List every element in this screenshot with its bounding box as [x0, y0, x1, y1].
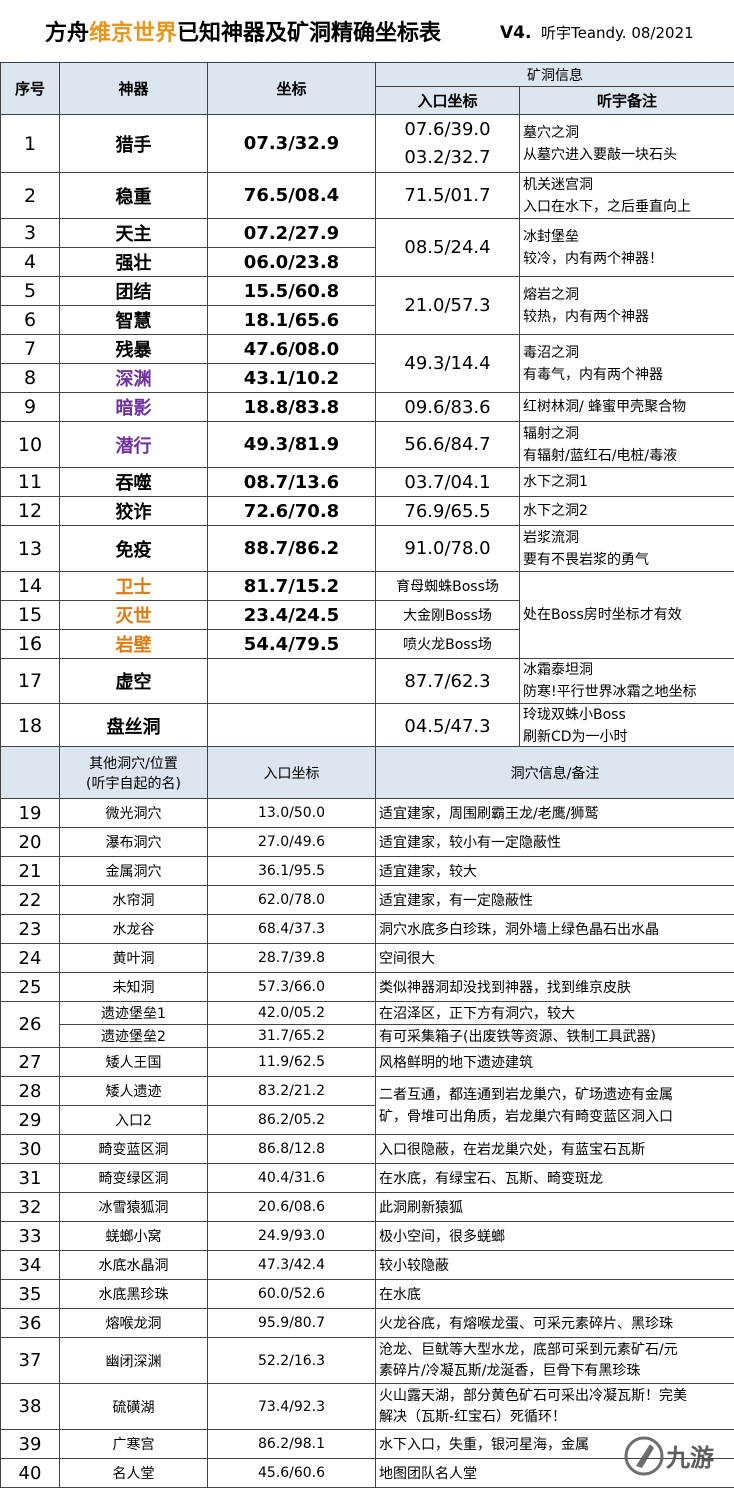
- header-idx: 序号: [1, 63, 60, 115]
- header-note: 听宇备注: [520, 87, 734, 115]
- table-row: 14 卫士 81.7/15.2 育母蜘蛛Boss场 处在Boss房时坐标才有效: [1, 572, 734, 601]
- header-info: 洞穴信息/备注: [376, 747, 734, 799]
- table-row: 7 残暴 47.6/08.0 49.3/14.4 毒沼之洞有毒气，内有两个神器: [1, 335, 734, 364]
- table-row: 2 稳重 76.5/08.4 71.5/01.7 机关迷宫洞入口在水下，之后垂直…: [1, 173, 734, 219]
- header-entry-2: 入口坐标: [208, 747, 376, 799]
- author-date: 听宇Teandy. 08/2021: [541, 24, 694, 42]
- table-row: 11 吞噬 08.7/13.6 03.7/04.1 水下之洞1: [1, 468, 734, 497]
- title-highlight: 维京世界: [89, 21, 177, 46]
- jiuyou-logo-icon: 九游: [622, 1426, 728, 1486]
- title-bar: 方舟维京世界已知神器及矿洞精确坐标表 V4. 听宇Teandy. 08/2021: [0, 0, 734, 63]
- artifact-name: 猎手: [60, 115, 208, 173]
- watermark-text: 九游: [665, 1444, 714, 1472]
- table-row: 9 暗影 18.8/83.8 09.6/83.6 红树林洞/ 蜂蜜甲壳聚合物: [1, 393, 734, 422]
- table-row: 12 狡诈 72.6/70.8 76.9/65.5 水下之洞2: [1, 497, 734, 526]
- header-cave-info: 矿洞信息: [376, 63, 734, 87]
- header-coord: 坐标: [208, 63, 376, 115]
- header-other-caves: 其他洞穴/位置(听宇自起的名): [60, 747, 208, 799]
- version: V4.: [500, 23, 531, 43]
- header-weapon: 神器: [60, 63, 208, 115]
- table-row: 5 团结 15.5/60.8 21.0/57.3 熔岩之洞较热，内有两个神器: [1, 277, 734, 306]
- table-row: 17 虚空 87.7/62.3 冰霜泰坦洞防寒!平行世界冰霜之地坐标: [1, 659, 734, 704]
- version-info: V4. 听宇Teandy. 08/2021: [500, 22, 694, 43]
- table-row: 13 免疫 88.7/86.2 91.0/78.0 岩浆流洞要有不畏岩浆的勇气: [1, 526, 734, 572]
- table-row: 3 天主 07.2/27.9 08.5/24.4 冰封堡垒较冷，内有两个神器！: [1, 219, 734, 248]
- watermark: 九游: [622, 1426, 728, 1486]
- artifact-table: 序号 神器 坐标 矿洞信息 入口坐标 听宇备注 1 猎手 07.3/32.9 0…: [0, 62, 734, 749]
- table-row: 10 潜行 49.3/81.9 56.6/84.7 辐射之洞有辐射/蓝红石/电桩…: [1, 422, 734, 468]
- header-entry: 入口坐标: [376, 87, 520, 115]
- page-title: 方舟维京世界已知神器及矿洞精确坐标表: [45, 15, 441, 47]
